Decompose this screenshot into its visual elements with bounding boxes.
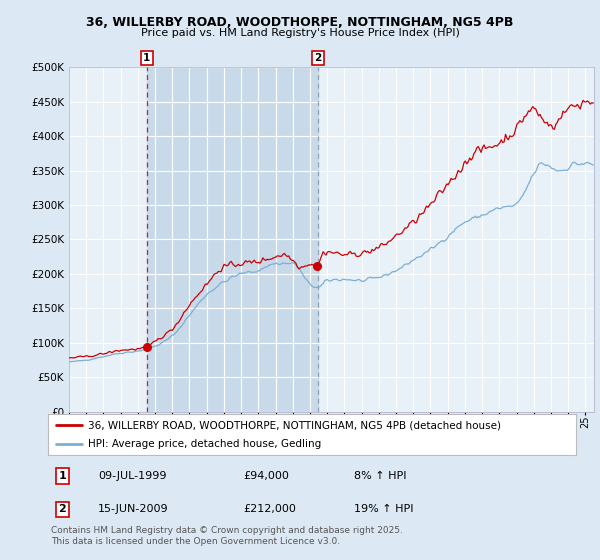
Text: 1: 1 <box>59 471 67 481</box>
Text: £212,000: £212,000 <box>244 505 296 515</box>
Text: 1: 1 <box>143 53 151 63</box>
Bar <box>147 67 318 412</box>
Text: 2: 2 <box>59 505 67 515</box>
Text: Price paid vs. HM Land Registry's House Price Index (HPI): Price paid vs. HM Land Registry's House … <box>140 28 460 38</box>
Text: 15-JUN-2009: 15-JUN-2009 <box>98 505 169 515</box>
Text: 19% ↑ HPI: 19% ↑ HPI <box>354 505 414 515</box>
Text: 2: 2 <box>314 53 322 63</box>
Text: HPI: Average price, detached house, Gedling: HPI: Average price, detached house, Gedl… <box>88 439 321 449</box>
Text: £94,000: £94,000 <box>244 471 289 481</box>
Text: 36, WILLERBY ROAD, WOODTHORPE, NOTTINGHAM, NG5 4PB: 36, WILLERBY ROAD, WOODTHORPE, NOTTINGHA… <box>86 16 514 29</box>
Text: Contains HM Land Registry data © Crown copyright and database right 2025.
This d: Contains HM Land Registry data © Crown c… <box>51 526 403 546</box>
Text: 8% ↑ HPI: 8% ↑ HPI <box>354 471 407 481</box>
Text: 36, WILLERBY ROAD, WOODTHORPE, NOTTINGHAM, NG5 4PB (detached house): 36, WILLERBY ROAD, WOODTHORPE, NOTTINGHA… <box>88 421 500 430</box>
Text: 09-JUL-1999: 09-JUL-1999 <box>98 471 167 481</box>
